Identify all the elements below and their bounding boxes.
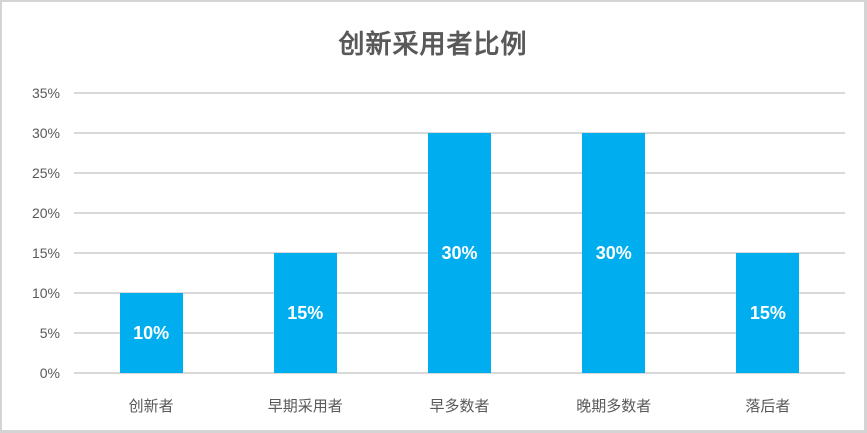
- x-category-label: 晚期多数者: [576, 398, 652, 415]
- bar: 30%: [428, 133, 491, 373]
- gridline: [74, 92, 845, 94]
- bar: 10%: [119, 293, 183, 373]
- y-tick-label: 30%: [31, 125, 60, 141]
- y-tick-label: 35%: [31, 85, 60, 101]
- plot-area: 10% 15% 30% 30% 15%: [74, 92, 845, 374]
- y-tick-label: 10%: [31, 285, 60, 301]
- chart-title: 创新采用者比例: [338, 29, 528, 59]
- bar-value-label: 30%: [595, 242, 632, 263]
- y-tick-label: 15%: [31, 245, 60, 261]
- x-category-label: 早期采用者: [267, 398, 343, 415]
- bar-value-label: 15%: [749, 302, 786, 323]
- x-category-label: 早多数者: [429, 398, 490, 415]
- x-category-label: 创新者: [128, 398, 174, 415]
- bar: 15%: [273, 253, 337, 373]
- bar-slot: 15%: [228, 93, 382, 373]
- gridline: [74, 372, 845, 374]
- bar-value-label: 10%: [133, 322, 170, 343]
- y-tick-label: 25%: [31, 165, 60, 181]
- bars-row: 10% 15% 30% 30% 15%: [74, 93, 845, 373]
- bar: 15%: [736, 253, 800, 373]
- bar-slot: 10%: [74, 93, 228, 373]
- bar-slot: 15%: [691, 93, 845, 373]
- y-tick-label: 20%: [31, 205, 60, 221]
- x-category-label: 落后者: [745, 398, 791, 415]
- bar-slot: 30%: [537, 93, 691, 373]
- bar-value-label: 30%: [441, 242, 478, 263]
- x-axis: 创新者 早期采用者 早多数者 晚期多数者 落后者: [74, 395, 845, 416]
- y-tick-label: 5%: [39, 325, 60, 341]
- bar-slot: 30%: [382, 93, 536, 373]
- bar-value-label: 15%: [287, 302, 324, 323]
- y-tick-label: 0%: [39, 365, 60, 381]
- bar: 30%: [582, 133, 646, 373]
